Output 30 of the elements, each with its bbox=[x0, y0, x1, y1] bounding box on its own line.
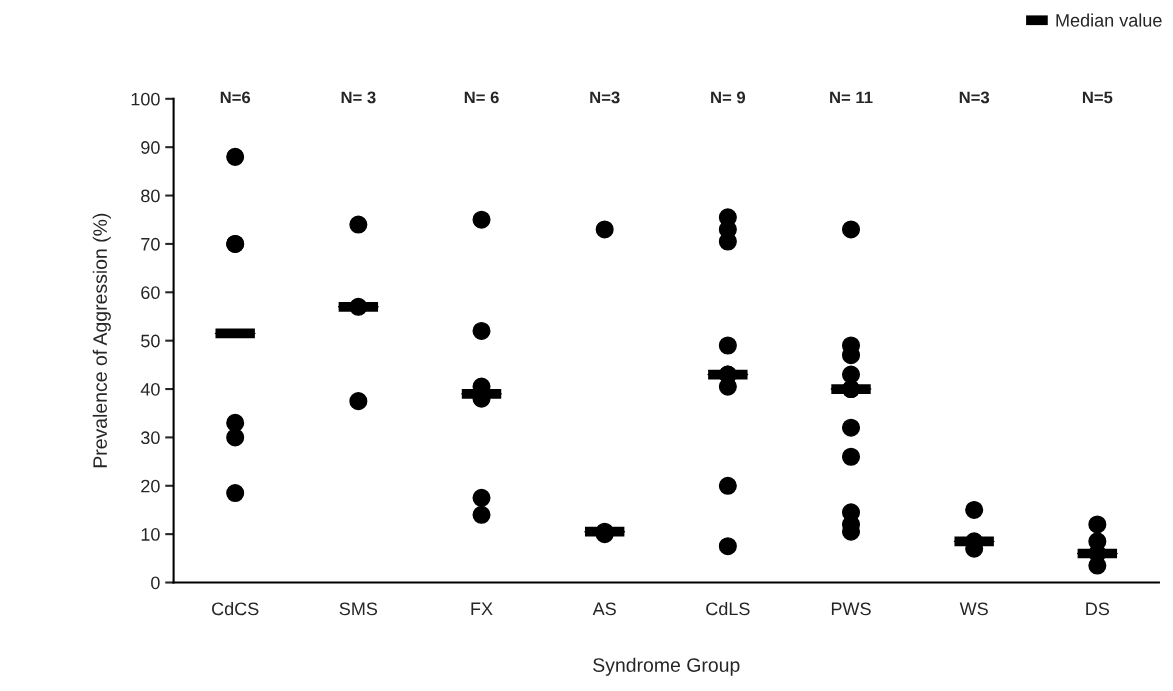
x-tick-label: SMS bbox=[339, 602, 378, 616]
y-tick-label: 50 bbox=[141, 334, 160, 348]
y-tick-label: 0 bbox=[151, 576, 160, 590]
x-axis-title: Syndrome Group bbox=[593, 657, 740, 676]
x-tick-label: CdCS bbox=[212, 601, 259, 616]
x-tick-label: PWS bbox=[831, 602, 871, 616]
annotation: N=6 bbox=[220, 91, 251, 104]
annotation: N= 9 bbox=[711, 91, 746, 104]
legend-label: Median value bbox=[1056, 13, 1162, 27]
x-tick-label: DS bbox=[1086, 602, 1110, 616]
x-tick-label: FX bbox=[471, 602, 493, 616]
annotation: N= 6 bbox=[464, 91, 499, 104]
y-axis-title: Prevalence of Aggression (%) bbox=[92, 213, 111, 468]
annotation: N= 3 bbox=[341, 91, 376, 104]
annotation: N=3 bbox=[959, 91, 990, 104]
y-tick-label: 80 bbox=[141, 189, 160, 203]
y-tick-label: 70 bbox=[141, 237, 160, 251]
y-tick-label: 100 bbox=[131, 92, 160, 106]
y-tick-label: 40 bbox=[140, 382, 160, 396]
annotation: N=3 bbox=[590, 91, 620, 104]
y-tick-label: 30 bbox=[141, 431, 160, 445]
x-tick-label: CdLS bbox=[706, 601, 750, 616]
y-tick-label: 90 bbox=[141, 141, 160, 154]
annotation: N=5 bbox=[1082, 91, 1113, 104]
x-tick-label: WS bbox=[959, 602, 988, 616]
y-tick-label: 10 bbox=[141, 528, 160, 541]
y-tick-label: 20 bbox=[141, 479, 160, 493]
y-tick-label: 60 bbox=[141, 286, 160, 300]
annotation: N= 11 bbox=[830, 91, 873, 104]
x-tick-label: AS bbox=[592, 602, 616, 616]
